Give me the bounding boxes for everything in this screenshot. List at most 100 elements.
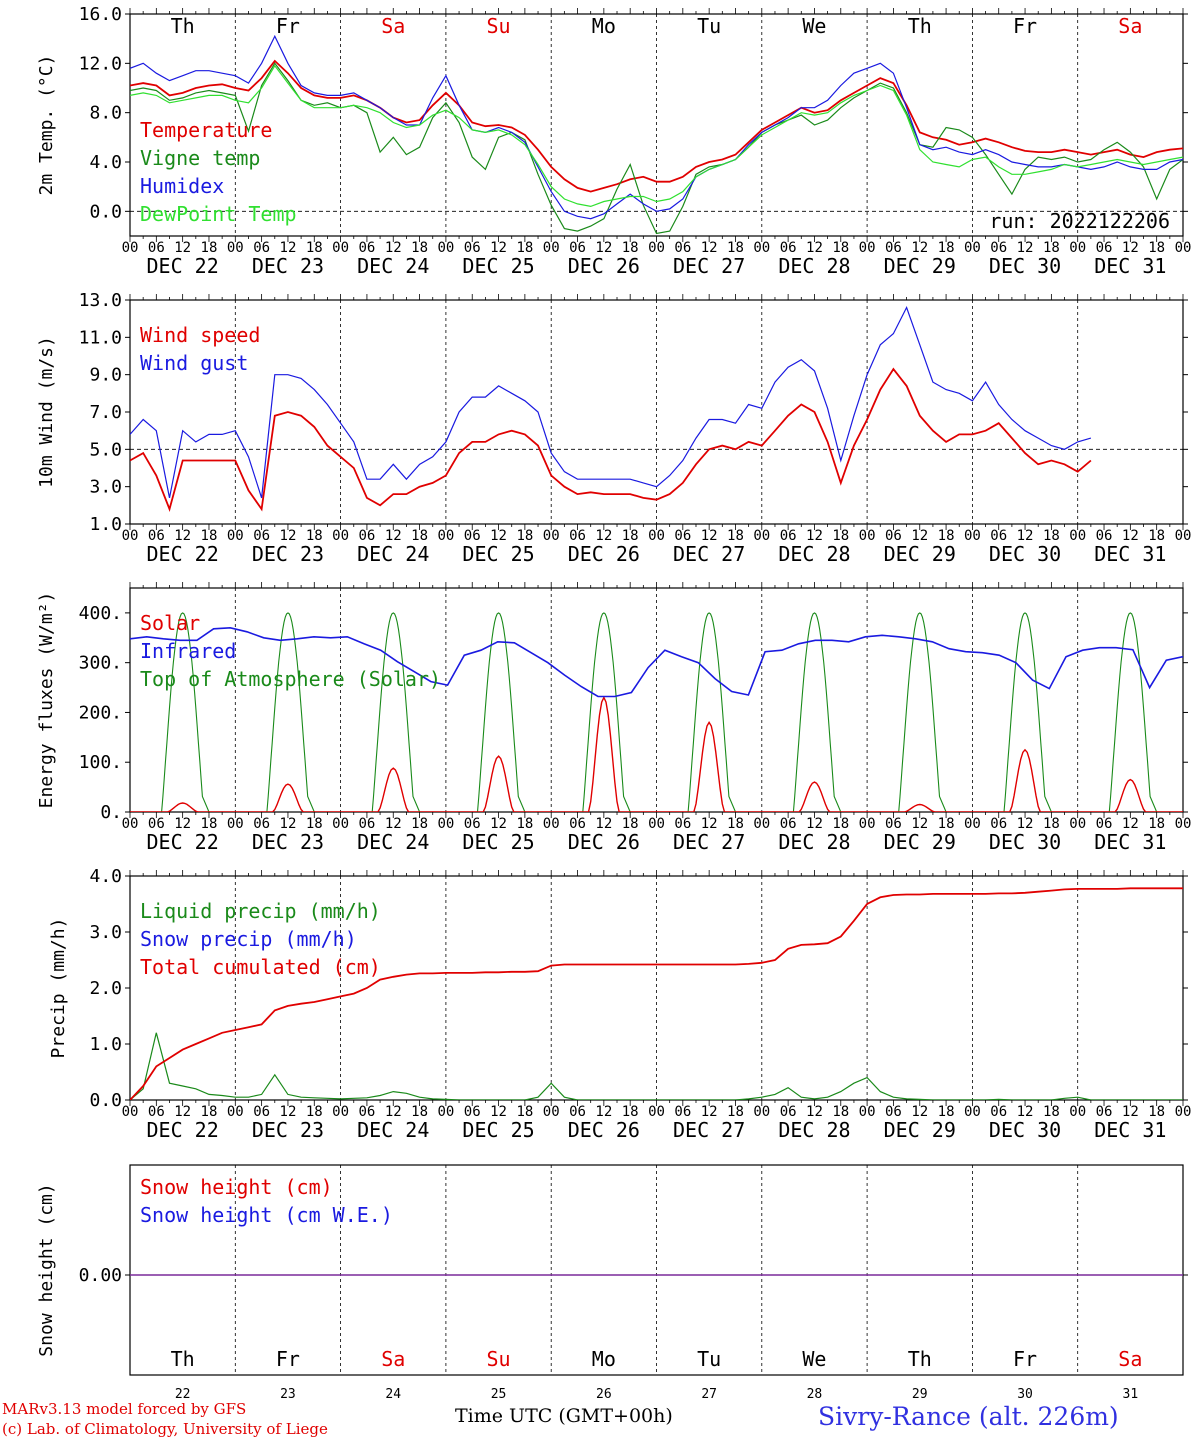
hour-tick-label: 18	[411, 816, 428, 832]
weekday-label-top: We	[802, 14, 826, 38]
hour-tick-label: 12	[1017, 816, 1034, 832]
day-label: DEC 22	[147, 830, 219, 854]
hour-tick-label: 06	[780, 1104, 797, 1120]
hour-tick-label: 18	[516, 240, 533, 256]
hour-tick-label: 00	[332, 528, 349, 544]
hour-tick-label: 00	[1175, 528, 1192, 544]
day-label: DEC 27	[673, 542, 745, 566]
hour-tick-label: 12	[1122, 816, 1139, 832]
weekday-label-bottom: Sa	[1118, 1347, 1142, 1371]
hour-tick-label: 00	[227, 1104, 244, 1120]
y-axis-title: Precip (mm/h)	[48, 918, 69, 1059]
hour-tick-label: 00	[1069, 240, 1086, 256]
hour-tick-label: 12	[490, 240, 507, 256]
day-number-label: 31	[1123, 1387, 1139, 1402]
y-tick-label: 11.0	[79, 327, 122, 348]
hour-tick-label: 00	[1175, 240, 1192, 256]
hour-tick-label: 00	[437, 528, 454, 544]
hour-tick-label: 06	[1096, 1104, 1113, 1120]
day-label: DEC 22	[147, 1118, 219, 1142]
hour-tick-label: 06	[148, 816, 165, 832]
hour-tick-label: 18	[727, 528, 744, 544]
hour-tick-label: 06	[1096, 240, 1113, 256]
hour-tick-label: 18	[201, 240, 218, 256]
hour-tick-label: 18	[201, 816, 218, 832]
weekday-label-bottom: Sa	[381, 1347, 405, 1371]
hour-tick-label: 18	[306, 816, 323, 832]
hour-tick-label: 00	[859, 528, 876, 544]
day-label: DEC 25	[462, 542, 534, 566]
hour-tick-label: 18	[938, 240, 955, 256]
hour-tick-label: 12	[701, 1104, 718, 1120]
weekday-label-top: Tu	[697, 14, 721, 38]
day-label: DEC 30	[989, 830, 1061, 854]
y-tick-label: 4.0	[89, 866, 122, 887]
hour-tick-label: 06	[464, 816, 481, 832]
hour-tick-label: 12	[490, 816, 507, 832]
hour-tick-label: 00	[1175, 1104, 1192, 1120]
hour-tick-label: 12	[1122, 240, 1139, 256]
y-tick-label: 3.0	[89, 477, 122, 498]
y-tick-label: 4.0	[89, 152, 122, 173]
day-label: DEC 22	[147, 542, 219, 566]
y-tick-label: 0.0	[89, 1090, 122, 1111]
y-tick-label: 100.	[79, 752, 122, 773]
hour-tick-label: 12	[911, 1104, 928, 1120]
series-line-vigne-temp	[130, 62, 1183, 235]
day-label: DEC 23	[252, 254, 324, 278]
hour-tick-label: 12	[385, 1104, 402, 1120]
day-label: DEC 27	[673, 830, 745, 854]
hour-tick-label: 00	[1069, 528, 1086, 544]
y-tick-label: 8.0	[89, 103, 122, 124]
hour-tick-label: 18	[938, 1104, 955, 1120]
hour-tick-label: 06	[674, 240, 691, 256]
legend-entry: Snow height (cm)	[140, 1175, 333, 1199]
hour-tick-label: 12	[1122, 528, 1139, 544]
day-label: DEC 30	[989, 254, 1061, 278]
hour-tick-label: 06	[990, 1104, 1007, 1120]
hour-tick-label: 12	[595, 1104, 612, 1120]
toa-solar-curve	[156, 612, 210, 812]
hour-tick-label: 18	[411, 240, 428, 256]
hour-tick-label: 18	[727, 240, 744, 256]
hour-tick-label: 06	[885, 528, 902, 544]
day-label: DEC 24	[357, 254, 429, 278]
legend-entry: Wind speed	[140, 323, 260, 347]
hour-tick-label: 18	[832, 816, 849, 832]
day-number-label: 28	[807, 1387, 823, 1402]
model-credit: MARv3.13 model forced by GFS	[2, 1400, 247, 1418]
day-label: DEC 24	[357, 542, 429, 566]
hour-tick-label: 12	[385, 528, 402, 544]
day-label: DEC 27	[673, 1118, 745, 1142]
hour-tick-label: 12	[280, 816, 297, 832]
series-line-liquid-precip-mm-h-	[130, 1032, 1183, 1100]
hour-tick-label: 06	[358, 1104, 375, 1120]
x-axis-label: Time UTC (GMT+00h)	[455, 1405, 673, 1427]
hour-tick-label: 00	[648, 1104, 665, 1120]
hour-tick-label: 12	[595, 816, 612, 832]
hour-tick-label: 18	[201, 1104, 218, 1120]
hour-tick-label: 12	[174, 240, 191, 256]
hour-tick-label: 00	[227, 528, 244, 544]
toa-solar-curve	[788, 612, 842, 812]
series-line-wind-gust	[130, 305, 1092, 499]
hour-tick-label: 00	[964, 816, 981, 832]
hour-tick-label: 18	[411, 1104, 428, 1120]
hour-tick-label: 06	[464, 1104, 481, 1120]
hour-tick-label: 12	[385, 816, 402, 832]
toa-solar-curve	[261, 612, 315, 812]
hour-tick-label: 00	[859, 240, 876, 256]
hour-tick-label: 18	[622, 528, 639, 544]
hour-tick-label: 12	[806, 816, 823, 832]
hour-tick-label: 06	[148, 240, 165, 256]
hour-tick-label: 06	[674, 816, 691, 832]
hour-tick-label: 00	[332, 1104, 349, 1120]
day-label: DEC 31	[1094, 254, 1166, 278]
hour-tick-label: 06	[885, 240, 902, 256]
y-axis-title: Snow height (cm)	[36, 1183, 57, 1356]
weekday-label-bottom: Fr	[1013, 1347, 1037, 1371]
day-label: DEC 23	[252, 542, 324, 566]
day-label: DEC 31	[1094, 542, 1166, 566]
hour-tick-label: 06	[674, 1104, 691, 1120]
y-tick-label: 9.0	[89, 365, 122, 386]
